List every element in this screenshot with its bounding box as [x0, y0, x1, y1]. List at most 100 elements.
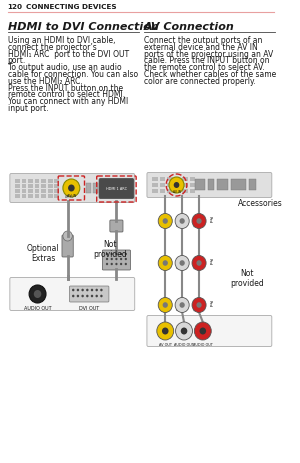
Circle shape	[77, 289, 79, 292]
Circle shape	[81, 295, 84, 298]
Circle shape	[169, 178, 184, 194]
Text: AUDIO OUT: AUDIO OUT	[193, 342, 213, 351]
Circle shape	[158, 298, 172, 313]
Text: AUDIO OUT: AUDIO OUT	[24, 305, 51, 310]
Circle shape	[106, 253, 108, 256]
Circle shape	[72, 289, 74, 292]
Circle shape	[29, 285, 46, 303]
Text: Press the INPUT button on the: Press the INPUT button on the	[8, 83, 123, 93]
Text: White: White	[191, 216, 195, 227]
FancyBboxPatch shape	[10, 174, 135, 203]
Text: Red: Red	[208, 216, 212, 223]
FancyBboxPatch shape	[10, 278, 135, 311]
Circle shape	[200, 328, 206, 335]
Text: Check whether cables of the same: Check whether cables of the same	[144, 70, 276, 79]
Bar	[167, 189, 173, 194]
Bar	[182, 184, 188, 188]
FancyBboxPatch shape	[147, 173, 272, 198]
FancyBboxPatch shape	[147, 316, 272, 347]
Circle shape	[106, 263, 108, 266]
Text: 120: 120	[8, 4, 22, 10]
Circle shape	[163, 219, 168, 224]
Text: AV IN: AV IN	[67, 194, 76, 198]
Circle shape	[196, 219, 202, 224]
Circle shape	[196, 261, 202, 266]
Circle shape	[115, 263, 118, 266]
Bar	[41, 185, 46, 188]
Text: HDMI₁ ARC  port to the DVI OUT: HDMI₁ ARC port to the DVI OUT	[8, 50, 129, 58]
Circle shape	[192, 256, 206, 271]
Circle shape	[100, 289, 103, 292]
Circle shape	[176, 322, 193, 340]
Circle shape	[100, 295, 103, 298]
Circle shape	[91, 295, 93, 298]
Bar	[190, 178, 195, 181]
Text: AV IN: AV IN	[65, 194, 74, 199]
Circle shape	[63, 180, 80, 198]
Text: Accessories: Accessories	[238, 199, 282, 207]
Bar	[175, 189, 180, 194]
Text: White: White	[191, 300, 195, 311]
Text: cable for connection. You can also: cable for connection. You can also	[8, 70, 138, 79]
Circle shape	[95, 289, 98, 292]
Text: Video: Video	[174, 300, 178, 310]
Circle shape	[125, 258, 127, 261]
Text: ports of the projector using an AV: ports of the projector using an AV	[144, 50, 273, 58]
FancyBboxPatch shape	[99, 179, 134, 199]
Circle shape	[81, 289, 84, 292]
Text: AV Connection: AV Connection	[144, 22, 234, 32]
Circle shape	[120, 253, 122, 256]
FancyBboxPatch shape	[110, 220, 123, 232]
Bar	[55, 194, 59, 198]
Bar	[28, 185, 33, 188]
Text: White: White	[191, 257, 195, 269]
Bar	[160, 189, 165, 194]
Circle shape	[111, 263, 113, 266]
Circle shape	[196, 302, 202, 308]
Bar	[41, 180, 46, 183]
Bar	[93, 184, 98, 194]
Bar	[28, 194, 33, 198]
Text: Optional
Extras: Optional Extras	[27, 244, 59, 263]
Bar	[195, 180, 205, 191]
Text: input port.: input port.	[8, 104, 48, 113]
Text: external device and the AV IN: external device and the AV IN	[144, 43, 257, 52]
Text: Video: Video	[174, 257, 178, 269]
Bar	[48, 180, 52, 183]
Circle shape	[192, 214, 206, 229]
Bar	[22, 189, 26, 193]
Bar	[41, 194, 46, 198]
Bar	[167, 178, 173, 181]
Circle shape	[34, 290, 41, 298]
Text: HDMI to DVI Connection: HDMI to DVI Connection	[8, 22, 158, 32]
Bar	[167, 184, 173, 188]
Circle shape	[175, 298, 189, 313]
Text: AV IN: AV IN	[172, 189, 181, 194]
Text: Video: Video	[174, 216, 178, 226]
Text: port.: port.	[8, 56, 26, 65]
Circle shape	[120, 263, 122, 266]
Bar	[175, 178, 180, 181]
Bar	[48, 189, 52, 193]
Circle shape	[162, 328, 169, 335]
Circle shape	[174, 182, 179, 188]
Bar	[190, 184, 195, 188]
Circle shape	[194, 322, 211, 340]
Text: Not
provided: Not provided	[93, 239, 127, 259]
Bar	[15, 180, 20, 183]
Circle shape	[120, 258, 122, 261]
Bar	[152, 184, 158, 188]
Circle shape	[157, 322, 174, 340]
Circle shape	[163, 261, 168, 266]
Bar	[55, 189, 59, 193]
Circle shape	[72, 295, 74, 298]
Text: Red: Red	[208, 257, 212, 265]
Text: To output audio, use an audio: To output audio, use an audio	[8, 63, 121, 72]
Bar	[28, 180, 33, 183]
Bar	[35, 180, 39, 183]
Text: connect the projector’s: connect the projector’s	[8, 43, 96, 52]
Bar	[190, 189, 195, 194]
Bar	[160, 184, 165, 188]
Bar	[22, 180, 26, 183]
Bar	[231, 180, 246, 191]
